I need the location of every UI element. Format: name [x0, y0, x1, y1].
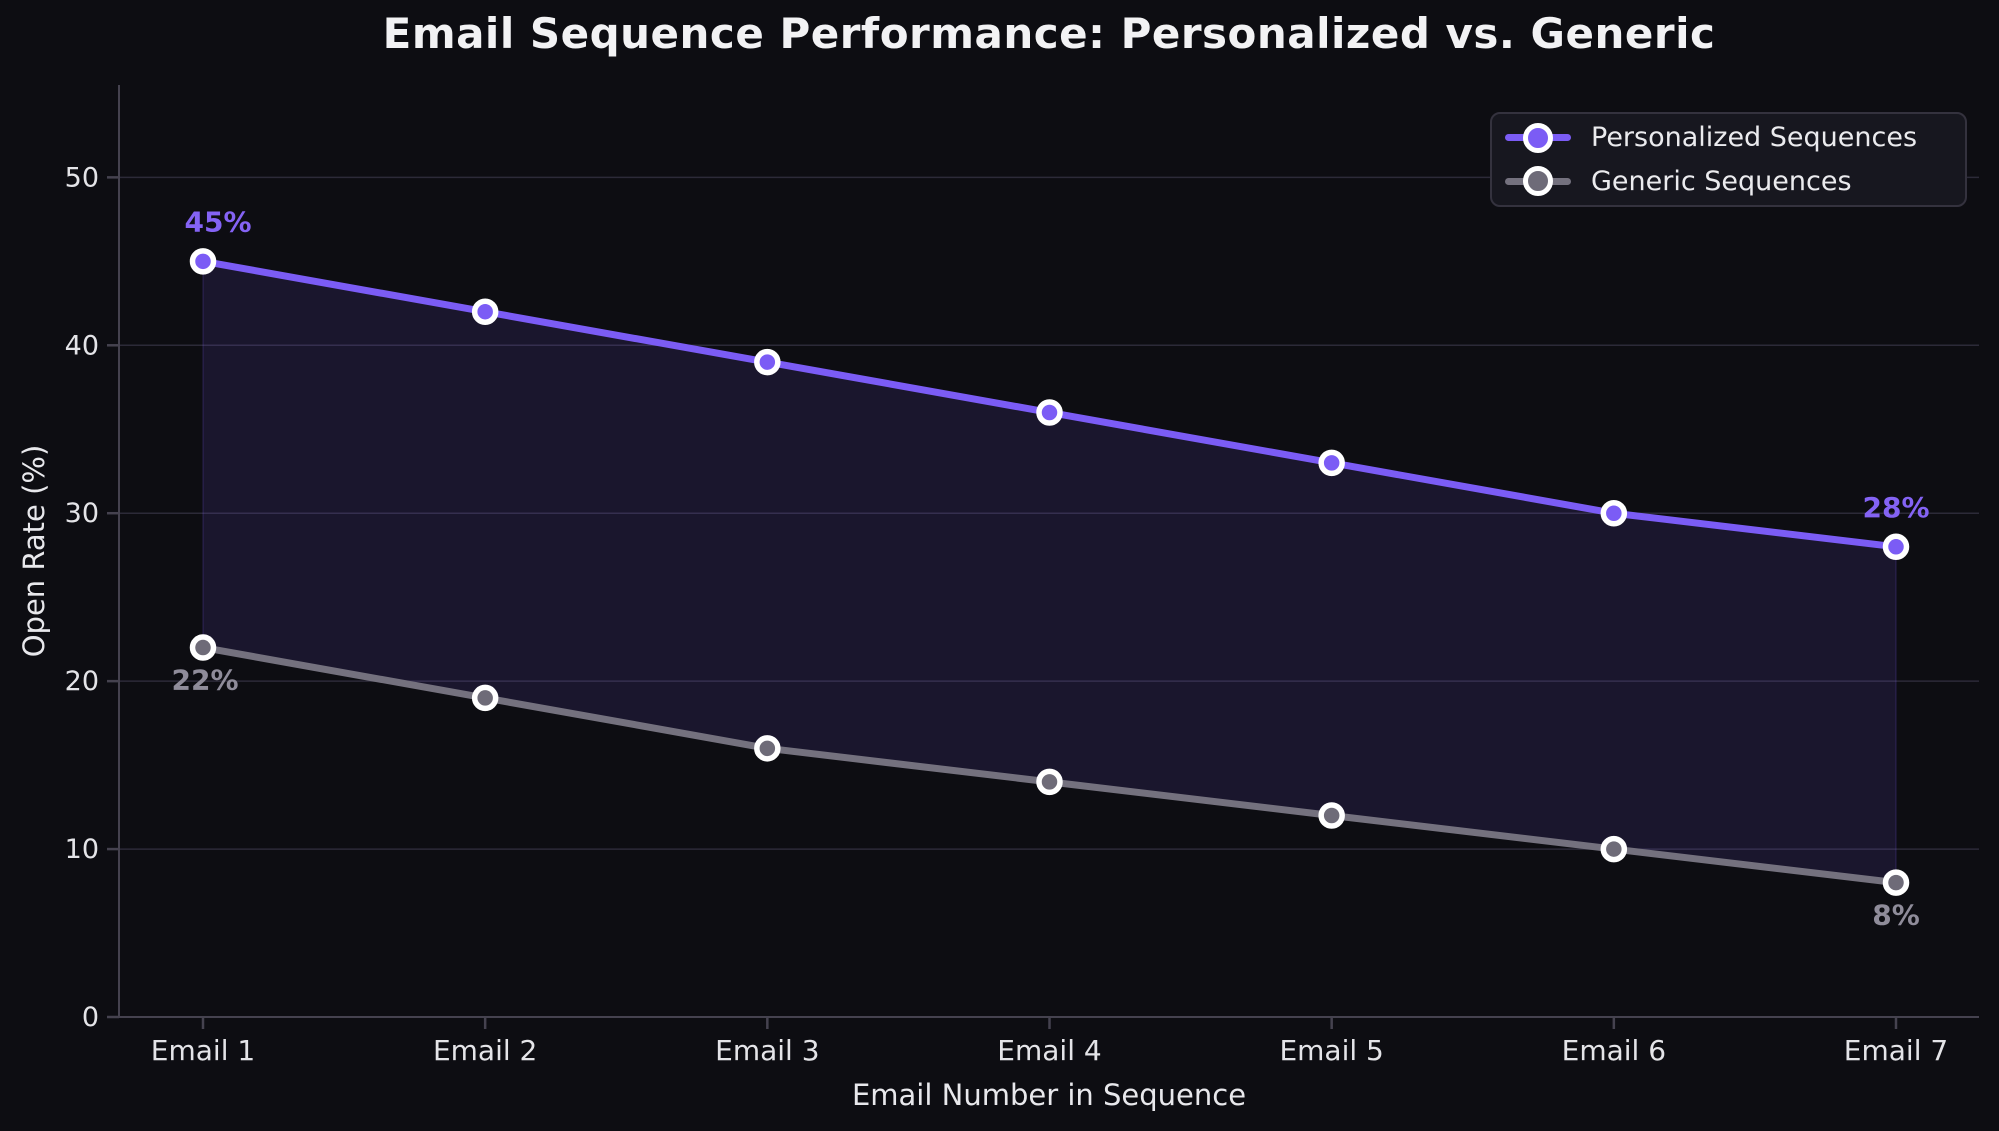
chart-title: Email Sequence Performance: Personalized…	[382, 9, 1716, 58]
y-tick-label: 0	[82, 1002, 99, 1033]
legend-label-personalized: Personalized Sequences	[1591, 122, 1918, 154]
point-value-label: 45%	[184, 205, 251, 238]
data-point-generic-sequences-2	[471, 684, 499, 712]
x-tick-label: Email 3	[715, 1034, 819, 1067]
x-tick-label: Email 6	[1562, 1034, 1666, 1067]
data-point-personalized-sequences-4	[1036, 399, 1063, 426]
data-point-generic-sequences-7	[1882, 869, 1910, 896]
point-value-label: 8%	[1872, 899, 1920, 932]
data-point-personalized-sequences-6	[1600, 499, 1628, 527]
data-point-personalized-sequences-2	[471, 298, 499, 325]
data-point-generic-sequences-3	[754, 735, 781, 762]
y-tick-label: 40	[65, 330, 99, 361]
legend-swatch-generic-icon	[1505, 164, 1571, 198]
data-point-personalized-sequences-7	[1882, 533, 1910, 561]
legend: Personalized Sequences Generic Sequences	[1490, 112, 1967, 207]
legend-item-generic: Generic Sequences	[1505, 160, 1955, 204]
y-tick-label: 30	[65, 498, 99, 529]
y-tick-label: 10	[65, 834, 99, 865]
legend-item-personalized: Personalized Sequences	[1505, 116, 1955, 160]
data-point-personalized-sequences-1	[189, 248, 217, 275]
data-point-generic-sequences-6	[1600, 835, 1628, 863]
y-axis-label: Open Rate (%)	[17, 444, 51, 658]
x-tick-label: Email 4	[997, 1034, 1101, 1067]
data-point-personalized-sequences-3	[754, 348, 781, 376]
legend-swatch-personalized-icon	[1505, 121, 1571, 155]
y-tick-label: 20	[65, 666, 99, 697]
data-point-generic-sequences-4	[1036, 768, 1063, 796]
point-value-label: 22%	[171, 664, 238, 697]
data-point-generic-sequences-5	[1318, 802, 1345, 829]
x-tick-label: Email 5	[1279, 1034, 1383, 1067]
x-tick-label: Email 1	[151, 1034, 255, 1067]
x-tick-label: Email 2	[433, 1034, 537, 1067]
x-axis-label: Email Number in Sequence	[851, 1078, 1247, 1112]
y-tick-label: 50	[65, 162, 99, 193]
x-tick-label: Email 7	[1844, 1034, 1948, 1067]
data-point-generic-sequences-1	[189, 634, 217, 661]
data-point-personalized-sequences-5	[1318, 449, 1345, 477]
legend-label-generic: Generic Sequences	[1591, 165, 1852, 197]
point-value-label: 28%	[1862, 491, 1929, 524]
